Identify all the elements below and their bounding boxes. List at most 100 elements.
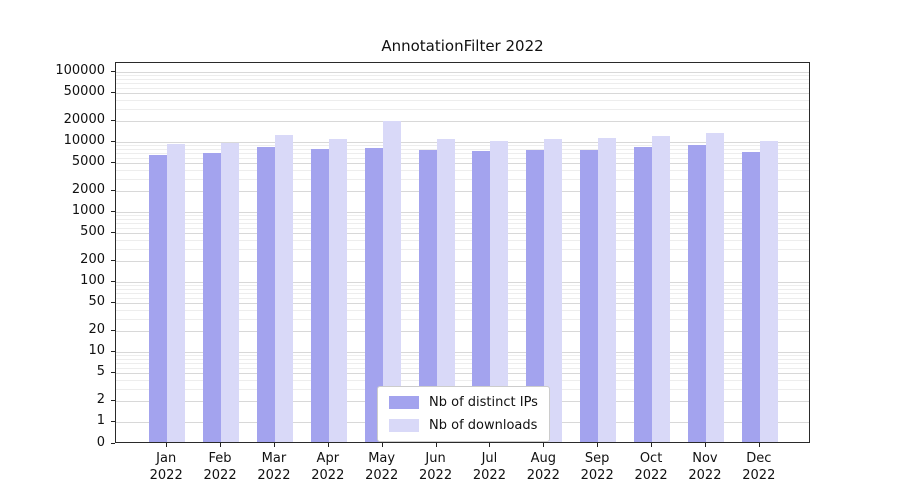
bar-downloads xyxy=(436,138,455,442)
x-tick-mark xyxy=(273,443,275,447)
bar-downloads xyxy=(544,139,563,442)
y-tick-mark xyxy=(111,119,115,121)
bar-downloads xyxy=(167,143,186,442)
x-tick-label: Feb 2022 xyxy=(188,450,252,484)
minor-gridline xyxy=(116,82,809,84)
y-tick-label: 10000 xyxy=(63,133,105,148)
y-tick-mark xyxy=(111,162,115,164)
minor-gridline xyxy=(116,99,809,101)
x-tick-label: Nov 2022 xyxy=(673,450,737,484)
legend-swatch-distinct-ips xyxy=(389,396,419,409)
major-gridline xyxy=(116,373,809,375)
x-tick-year: 2022 xyxy=(203,468,237,483)
y-tick-mark xyxy=(111,259,115,261)
x-tick-mark xyxy=(543,443,545,447)
x-tick-month: Apr xyxy=(316,451,340,466)
minor-gridline xyxy=(116,222,809,224)
x-tick-year: 2022 xyxy=(365,468,399,483)
x-tick-label: Jan 2022 xyxy=(134,450,198,484)
bar-distinct-ips xyxy=(472,150,491,442)
y-tick-label: 2000 xyxy=(71,181,105,197)
legend-item-distinct-ips: Nb of distinct IPs xyxy=(389,395,538,410)
y-tick-mark xyxy=(111,302,115,304)
major-gridline xyxy=(116,190,809,192)
x-tick-year: 2022 xyxy=(472,468,506,483)
x-tick-label: Aug 2022 xyxy=(511,450,575,484)
x-tick-mark xyxy=(327,443,329,447)
bar-distinct-ips xyxy=(741,151,760,442)
bar-distinct-ips xyxy=(634,146,653,442)
y-tick-mark xyxy=(111,372,115,374)
x-tick-month: Jul xyxy=(481,451,498,466)
minor-gridline xyxy=(116,355,809,357)
y-tick-label: 5000 xyxy=(71,154,105,170)
y-tick-mark xyxy=(111,281,115,282)
y-tick-mark xyxy=(111,399,115,401)
y-tick-label: 5 xyxy=(96,364,105,380)
x-tick-mark xyxy=(489,443,491,447)
minor-gridline xyxy=(116,148,809,150)
y-tick-label: 50 xyxy=(88,294,105,310)
minor-gridline xyxy=(116,292,809,294)
bar-downloads xyxy=(759,140,778,442)
major-gridline xyxy=(116,233,809,235)
legend: Nb of distinct IPs Nb of downloads xyxy=(377,386,550,442)
x-tick-year: 2022 xyxy=(742,468,776,483)
x-tick-year: 2022 xyxy=(526,468,560,483)
x-tick-year: 2022 xyxy=(311,468,345,483)
major-gridline xyxy=(116,260,809,262)
minor-gridline xyxy=(116,239,809,241)
minor-gridline xyxy=(116,108,809,110)
minor-gridline xyxy=(116,309,809,311)
x-tick-month: Dec xyxy=(746,451,772,466)
x-tick-month: Nov xyxy=(692,451,718,466)
major-gridline xyxy=(116,282,809,283)
plot-area xyxy=(115,62,810,443)
bar-distinct-ips xyxy=(418,149,437,442)
major-gridline xyxy=(116,72,809,73)
bar-downloads xyxy=(328,139,347,442)
bar-downloads xyxy=(705,132,724,442)
x-tick-label: Mar 2022 xyxy=(242,450,306,484)
bar-distinct-ips xyxy=(149,155,168,442)
y-tick-label: 50000 xyxy=(63,84,105,100)
minor-gridline xyxy=(116,227,809,229)
y-tick-mark xyxy=(111,211,115,212)
bar-distinct-ips xyxy=(526,149,545,442)
bar-distinct-ips xyxy=(310,148,329,442)
x-tick-label: Jun 2022 xyxy=(404,450,468,484)
bar-distinct-ips xyxy=(203,152,222,442)
bar-downloads xyxy=(598,137,617,442)
bar-downloads xyxy=(382,120,401,442)
x-tick-label: Jul 2022 xyxy=(457,450,521,484)
minor-gridline xyxy=(116,145,809,147)
minor-gridline xyxy=(116,367,809,369)
minor-gridline xyxy=(116,248,809,250)
y-tick-mark xyxy=(111,421,115,422)
bar-downloads xyxy=(652,136,671,442)
minor-gridline xyxy=(116,78,809,80)
bar-downloads xyxy=(221,142,240,442)
minor-gridline xyxy=(116,157,809,159)
x-tick-year: 2022 xyxy=(688,468,722,483)
x-tick-mark xyxy=(166,443,168,447)
x-tick-month: Mar xyxy=(261,451,287,466)
y-tick-label: 1 xyxy=(96,413,105,428)
x-tick-mark xyxy=(435,443,437,447)
y-tick-label: 20000 xyxy=(63,111,105,127)
y-tick-mark xyxy=(111,351,115,352)
x-tick-month: Aug xyxy=(530,451,556,466)
minor-gridline xyxy=(116,379,809,381)
minor-gridline xyxy=(116,362,809,364)
x-tick-label: May 2022 xyxy=(350,450,414,484)
x-tick-month: Jan xyxy=(156,451,177,466)
legend-label-distinct-ips: Nb of distinct IPs xyxy=(429,395,538,410)
minor-gridline xyxy=(116,358,809,360)
x-tick-month: Sep xyxy=(584,451,610,466)
x-tick-label: Sep 2022 xyxy=(565,450,629,484)
x-tick-year: 2022 xyxy=(257,468,291,483)
y-tick-label: 500 xyxy=(80,224,105,240)
x-tick-label: Oct 2022 xyxy=(619,450,683,484)
x-tick-mark xyxy=(381,443,383,447)
